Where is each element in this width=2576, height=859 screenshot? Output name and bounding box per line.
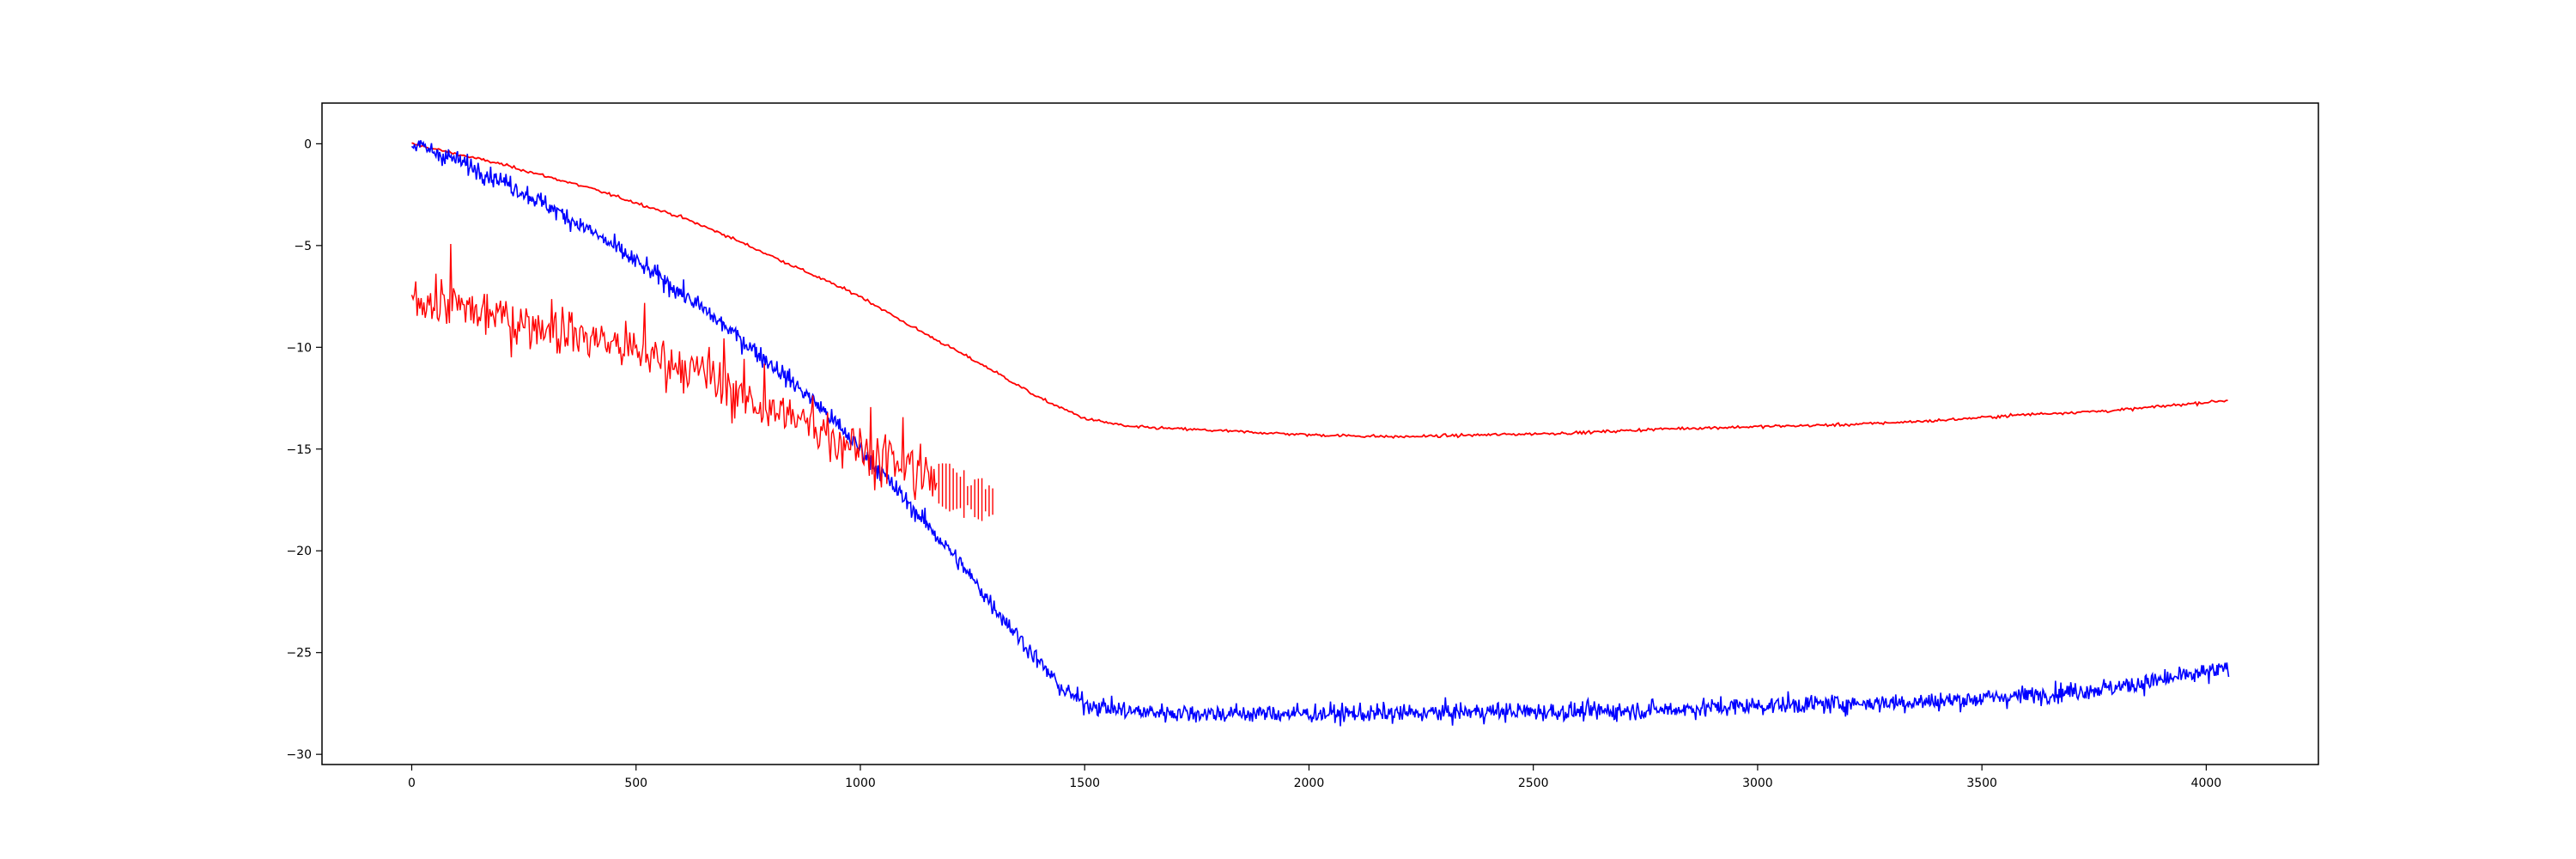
y-tick-label: −15	[286, 443, 312, 457]
y-tick-label: 0	[304, 137, 312, 151]
x-tick-label: 3000	[1742, 777, 1773, 790]
x-tick-label: 4000	[2191, 777, 2222, 790]
series-line	[410, 140, 2230, 727]
x-tick-label: 2500	[1518, 777, 1549, 790]
y-tick-label: −25	[286, 647, 312, 661]
x-tick-label: 2000	[1294, 777, 1325, 790]
series-layer	[410, 140, 2230, 727]
y-axis: 0 −5 −10 −15 −20 −25 −30	[286, 137, 322, 762]
x-tick-label: 0	[408, 777, 416, 790]
y-tick-label: −5	[294, 240, 312, 253]
plot-frame	[321, 102, 2319, 765]
x-tick-label: 3500	[1966, 777, 1997, 790]
y-tick-label: −30	[286, 748, 312, 762]
series-line	[410, 243, 938, 500]
y-tick-label: −20	[286, 545, 312, 558]
series-line	[411, 142, 2228, 440]
x-tick-label: 1500	[1069, 777, 1100, 790]
y-tick-label: −10	[286, 341, 312, 355]
x-tick-label: 1000	[845, 777, 876, 790]
x-axis: 0 500 1000 1500 2000 2500 3000 3500 4000	[408, 765, 2221, 790]
x-tick-label: 500	[624, 777, 647, 790]
